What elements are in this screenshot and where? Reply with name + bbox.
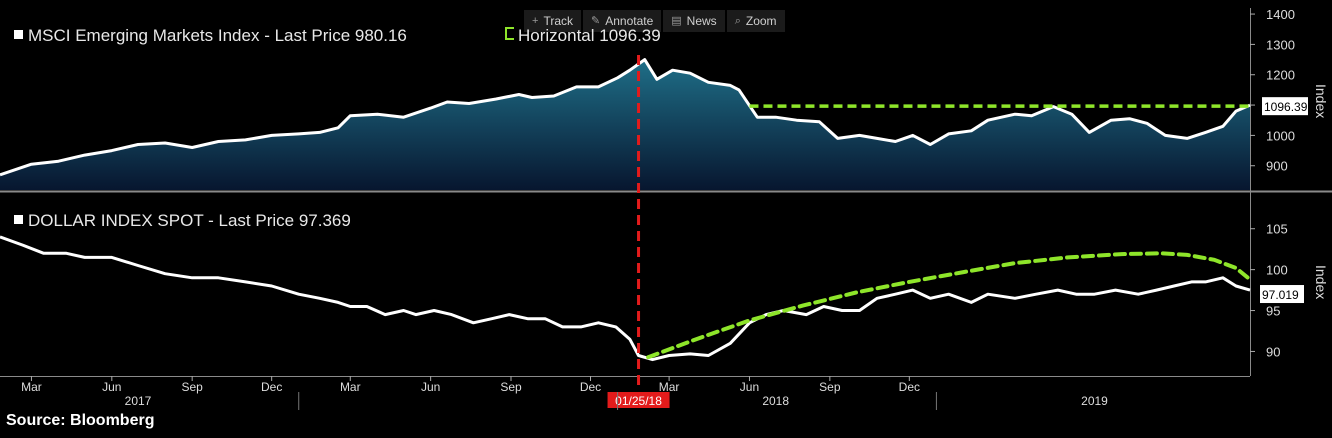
horizontal-legend-swatch: [505, 27, 514, 40]
annotate-label: Annotate: [605, 14, 654, 28]
x-month-label: Sep: [500, 380, 522, 394]
msci-last-value-box: [1262, 97, 1308, 116]
dxy-y-tick-label: 100: [1266, 263, 1288, 278]
dxy-legend-text: DOLLAR INDEX SPOT - Last Price 97.369: [28, 211, 351, 230]
dxy-last-value-box: [1260, 285, 1304, 304]
msci-y-axis-label: Index: [1313, 84, 1329, 118]
dxy-legend: DOLLAR INDEX SPOT - Last Price 97.369: [14, 211, 351, 231]
news-icon: ▤: [671, 15, 682, 27]
date-marker-label: 01/25/18: [615, 394, 662, 408]
x-month-label: Dec: [580, 380, 601, 394]
msci-y-tick-label: 1400: [1266, 7, 1295, 22]
msci-legend-swatch: [14, 30, 23, 39]
x-month-label: Mar: [21, 380, 42, 394]
zoom-button[interactable]: ⌕ Zoom: [726, 10, 785, 32]
source-note: Source: Bloomberg: [6, 412, 155, 429]
x-month-label: Sep: [819, 380, 841, 394]
track-button[interactable]: + Track: [524, 10, 581, 32]
msci-area-fill: [0, 59, 1250, 190]
x-month-label: Jun: [740, 380, 759, 394]
msci-y-tick-label: 1200: [1266, 68, 1295, 83]
x-month-label: Mar: [340, 380, 361, 394]
msci-y-tick-label: 1300: [1266, 37, 1295, 52]
x-month-label: Mar: [659, 380, 680, 394]
chart-toolbar: + Track ✎ Annotate ▤ News ⌕ Zoom: [524, 10, 785, 32]
x-year-label: 2019: [1081, 394, 1108, 408]
dxy-last-value-label: 97.019: [1262, 288, 1299, 302]
x-year-label: 2018: [762, 394, 789, 408]
news-button[interactable]: ▤ News: [663, 10, 725, 32]
magnifier-icon: ⌕: [734, 15, 741, 27]
x-month-label: Dec: [261, 380, 282, 394]
x-month-label: Dec: [899, 380, 920, 394]
msci-series-line: [0, 58, 1251, 177]
horizontal-legend: Horizontal 1096.39: [505, 26, 661, 46]
date-marker-box: [607, 392, 670, 408]
horizontal-legend-text: Horizontal 1096.39: [518, 26, 661, 45]
dxy-y-tick-label: 105: [1266, 222, 1288, 237]
msci-legend-text: MSCI Emerging Markets Index - Last Price…: [28, 26, 407, 45]
msci-y-tick-label: 900: [1266, 159, 1288, 174]
dxy-y-tick-label: 90: [1266, 344, 1280, 359]
x-month-label: Jun: [102, 380, 121, 394]
msci-legend: MSCI Emerging Markets Index - Last Price…: [14, 26, 407, 46]
msci-last-value-label: 1096.39: [1264, 100, 1308, 114]
dxy-y-axis-label: Index: [1313, 265, 1329, 299]
pencil-icon: ✎: [591, 15, 601, 27]
dxy-legend-swatch: [14, 215, 23, 224]
crosshair-icon: +: [532, 15, 539, 27]
msci-y-tick-label: 1000: [1266, 128, 1295, 143]
news-label: News: [686, 14, 717, 28]
dxy-series-line: [0, 235, 1251, 362]
annotate-button[interactable]: ✎ Annotate: [583, 10, 662, 32]
x-month-label: Sep: [181, 380, 203, 394]
dxy-trend-curve: [646, 251, 1252, 360]
dxy-y-tick-label: 95: [1266, 304, 1280, 319]
zoom-label: Zoom: [745, 14, 777, 28]
x-month-label: Jun: [421, 380, 440, 394]
track-label: Track: [543, 14, 573, 28]
x-year-label: 2017: [125, 394, 152, 408]
